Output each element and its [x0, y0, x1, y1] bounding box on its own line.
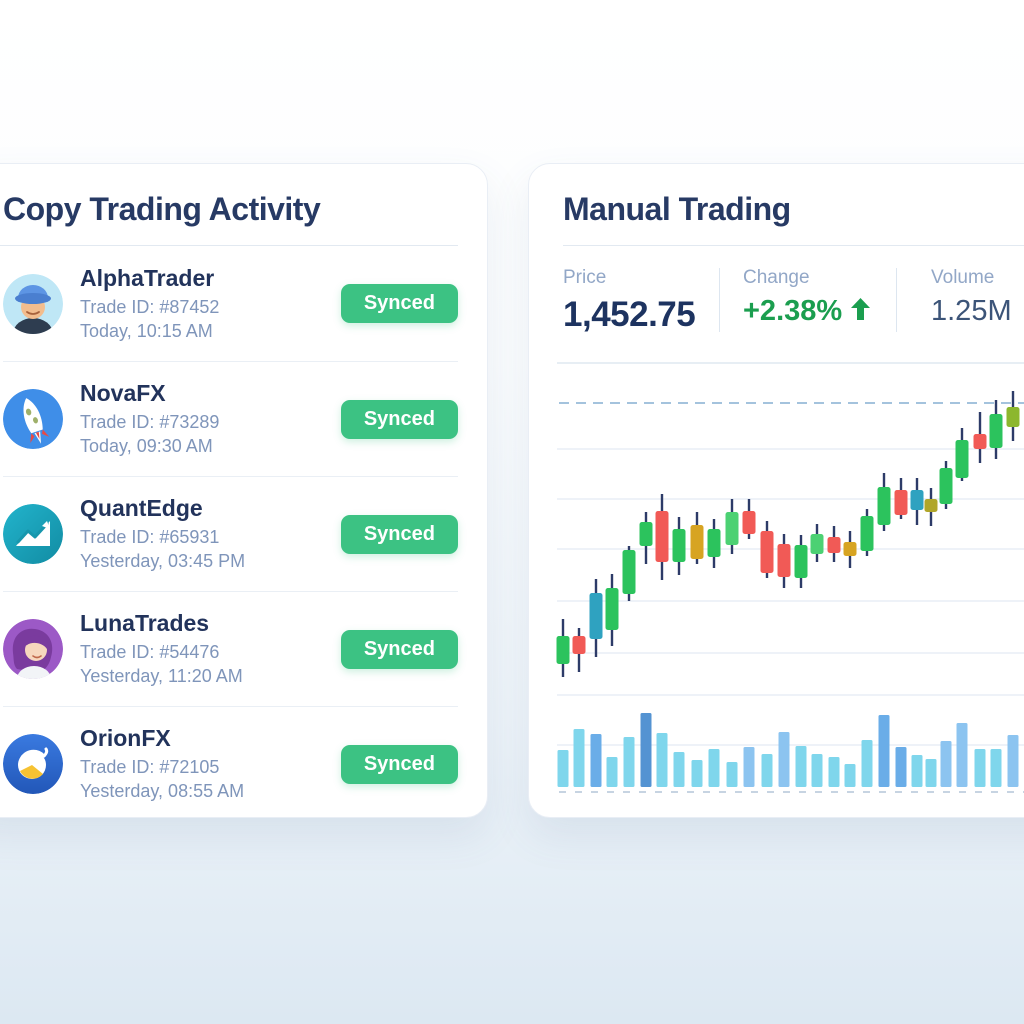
price-value: 1,452.75 — [563, 295, 696, 334]
trader-time: Yesterday, 03:45 PM — [80, 551, 246, 571]
trader-id: Trade ID: #87452 — [80, 296, 220, 317]
volume-stat: Volume 1.25M — [931, 266, 1012, 328]
man-in-hat-avatar-icon — [3, 273, 63, 334]
copy-trading-card: Copy Trading Activity AlphaTrader Trade … — [0, 163, 488, 818]
copy-trading-title: Copy Trading Activity — [3, 191, 321, 227]
trader-name: AlphaTrader — [80, 264, 215, 291]
change-value: +2.38% — [743, 295, 871, 328]
trader-id: Trade ID: #54476 — [80, 642, 220, 662]
trader-row-quantedge[interactable]: QuantEdge Trade ID: #65931 Yesterday, 03… — [3, 476, 458, 591]
trader-id: Trade ID: #72105 — [80, 757, 220, 777]
price-stat: Price 1,452.75 — [563, 266, 696, 335]
divider — [719, 268, 720, 332]
volume-label: Volume — [931, 267, 995, 288]
trader-info: LunaTrades Trade ID: #54476 Yesterday, 1… — [80, 610, 341, 688]
divider — [896, 268, 897, 332]
trader-row-alphatrader[interactable]: AlphaTrader Trade ID: #87452 Today, 10:1… — [3, 246, 458, 361]
trader-name: LunaTrades — [80, 610, 210, 636]
candlestick-chart[interactable] — [555, 361, 1024, 801]
trader-time: Yesterday, 08:55 AM — [80, 781, 245, 801]
trader-id: Trade ID: #65931 — [80, 527, 220, 547]
trader-row-novafx[interactable]: NovaFX Trade ID: #73289 Today, 09:30 AM … — [3, 361, 458, 476]
trader-info: AlphaTrader Trade ID: #87452 Today, 10:1… — [80, 265, 341, 343]
arrow-up-icon — [851, 295, 871, 328]
change-stat: Change +2.38% — [743, 266, 871, 328]
trader-info: QuantEdge Trade ID: #65931 Yesterday, 03… — [80, 495, 341, 573]
trader-row-orionfx[interactable]: OrionFX Trade ID: #72105 Yesterday, 08:5… — [3, 706, 458, 821]
trader-name: NovaFX — [80, 380, 166, 406]
trader-row-lunatrades[interactable]: LunaTrades Trade ID: #54476 Yesterday, 1… — [3, 591, 458, 706]
trader-time: Today, 10:15 AM — [80, 320, 213, 341]
stats-row: Price 1,452.75 Change +2.38% Volume 1.25… — [563, 266, 1024, 384]
synced-status-badge: Synced — [340, 514, 458, 554]
manual-trading-title: Manual Trading — [563, 191, 791, 227]
rocket-avatar-icon — [3, 389, 63, 449]
trader-name: QuantEdge — [80, 495, 203, 521]
trader-name: OrionFX — [80, 725, 171, 751]
synced-status-badge: Synced — [340, 284, 458, 323]
divider — [0, 245, 458, 246]
trader-time: Yesterday, 11:20 AM — [80, 666, 243, 686]
planet-avatar-icon — [3, 734, 63, 794]
synced-status-badge: Synced — [340, 744, 458, 784]
trader-id: Trade ID: #73289 — [80, 412, 220, 432]
price-label: Price — [563, 267, 607, 288]
manual-trading-card: Manual Trading Price 1,452.75 Change +2.… — [528, 163, 1024, 818]
trader-info: OrionFX Trade ID: #72105 Yesterday, 08:5… — [80, 725, 341, 803]
change-label: Change — [743, 267, 810, 288]
synced-status-badge: Synced — [340, 399, 458, 439]
area-chart-avatar-icon — [3, 504, 63, 564]
woman-avatar-icon — [3, 619, 63, 679]
divider — [563, 245, 1024, 246]
volume-value: 1.25M — [931, 295, 1012, 327]
change-value-text: +2.38% — [743, 295, 843, 327]
synced-status-badge: Synced — [340, 629, 458, 669]
trader-info: NovaFX Trade ID: #73289 Today, 09:30 AM — [80, 380, 341, 458]
trader-time: Today, 09:30 AM — [80, 436, 213, 456]
